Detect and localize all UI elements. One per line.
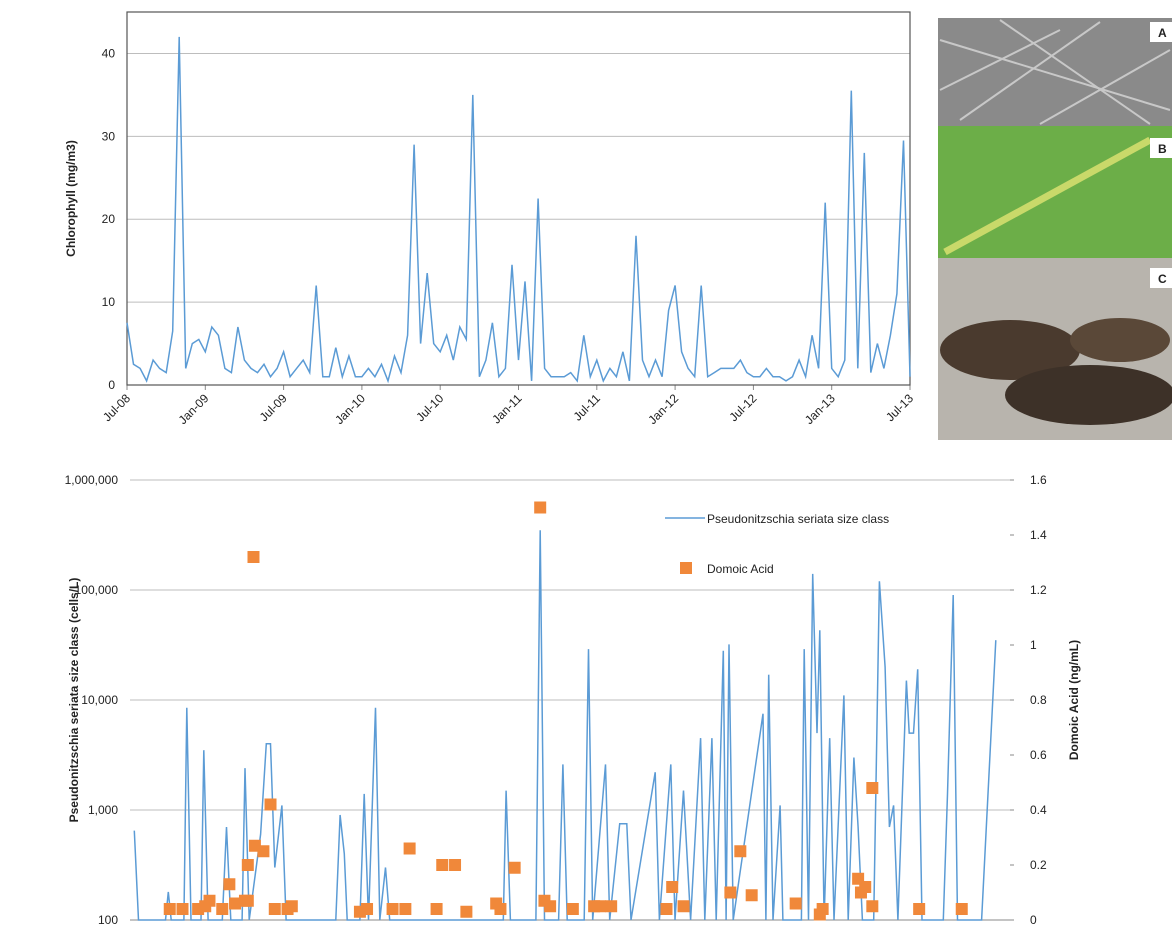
scatter-point bbox=[242, 895, 254, 907]
photo-label: A bbox=[1158, 26, 1167, 40]
scatter-point bbox=[661, 903, 673, 915]
scatter-point bbox=[404, 843, 416, 855]
scatter-point bbox=[242, 859, 254, 871]
scatter-point bbox=[790, 898, 802, 910]
scatter-point bbox=[678, 900, 690, 912]
photo-panel: A B C bbox=[938, 18, 1172, 440]
x-tick-label: Jan-10 bbox=[332, 391, 368, 427]
scatter-point bbox=[247, 551, 259, 563]
legend-label: Pseudonitzschia seriata size class bbox=[707, 512, 889, 526]
scatter-point bbox=[544, 900, 556, 912]
scatter-point bbox=[494, 903, 506, 915]
scatter-point bbox=[666, 881, 678, 893]
y2-tick-label: 0.2 bbox=[1030, 858, 1047, 872]
y-axis-title: Chlorophyll (mg/m3) bbox=[64, 140, 78, 257]
scatter-point bbox=[449, 859, 461, 871]
y-tick-label: 1,000 bbox=[88, 803, 118, 817]
y-tick-label: 0 bbox=[108, 378, 115, 392]
scatter-point bbox=[866, 900, 878, 912]
scatter-point bbox=[361, 903, 373, 915]
y2-tick-label: 1.6 bbox=[1030, 473, 1047, 487]
legend-label: Domoic Acid bbox=[707, 562, 774, 576]
sea-lion bbox=[1070, 318, 1170, 362]
x-tick-label: Jul-13 bbox=[883, 391, 916, 424]
x-tick-label: Jul-10 bbox=[413, 391, 446, 424]
scatter-point bbox=[257, 845, 269, 857]
scatter-point bbox=[265, 799, 277, 811]
scatter-point bbox=[509, 862, 521, 874]
scatter-point bbox=[913, 903, 925, 915]
x-tick-label: Jul-12 bbox=[727, 391, 760, 424]
scatter-point bbox=[956, 903, 968, 915]
x-tick-label: Jan-12 bbox=[645, 391, 681, 427]
y-tick-label: 30 bbox=[102, 129, 116, 143]
y-tick-label: 40 bbox=[102, 46, 116, 60]
scatter-point bbox=[216, 903, 228, 915]
x-tick-label: Jul-11 bbox=[571, 391, 604, 424]
x-tick-label: Jan-09 bbox=[176, 391, 212, 427]
scatter-point bbox=[859, 881, 871, 893]
scatter-point bbox=[866, 782, 878, 794]
scatter-point bbox=[177, 903, 189, 915]
scatter-point bbox=[387, 903, 399, 915]
legend-swatch bbox=[680, 562, 692, 574]
data-line bbox=[127, 37, 910, 381]
scatter-point bbox=[734, 845, 746, 857]
scatter-point bbox=[605, 900, 617, 912]
scatter-point bbox=[203, 895, 215, 907]
plot-frame bbox=[127, 12, 910, 385]
scatter-point bbox=[223, 878, 235, 890]
y2-tick-label: 0.4 bbox=[1030, 803, 1047, 817]
photo-label: B bbox=[1158, 142, 1167, 156]
sea-lion bbox=[1005, 365, 1172, 425]
y2-tick-label: 0.8 bbox=[1030, 693, 1047, 707]
scatter-point bbox=[436, 859, 448, 871]
scatter-point bbox=[594, 900, 606, 912]
y2-axis-title: Domoic Acid (ng/mL) bbox=[1067, 640, 1081, 760]
y2-tick-label: 1.4 bbox=[1030, 528, 1047, 542]
scatter-point bbox=[534, 502, 546, 514]
x-tick-label: Jan-11 bbox=[489, 391, 524, 426]
y2-tick-label: 0 bbox=[1030, 913, 1037, 927]
scatter-point bbox=[399, 903, 411, 915]
y-tick-label: 1,000,000 bbox=[65, 473, 119, 487]
x-tick-label: Jul-09 bbox=[257, 391, 290, 424]
scatter-point bbox=[286, 900, 298, 912]
scatter-point bbox=[746, 889, 758, 901]
y2-tick-label: 0.6 bbox=[1030, 748, 1047, 762]
y2-tick-label: 1.2 bbox=[1030, 583, 1047, 597]
y2-tick-label: 1 bbox=[1030, 638, 1037, 652]
scatter-point bbox=[460, 906, 472, 918]
y-axis-title: Pseudonitzschia seriata size class (cell… bbox=[67, 578, 81, 823]
data-line bbox=[134, 530, 996, 920]
y-tick-label: 20 bbox=[102, 212, 116, 226]
y-tick-label: 10,000 bbox=[81, 693, 118, 707]
scatter-point bbox=[724, 887, 736, 899]
scatter-point bbox=[817, 903, 829, 915]
y-tick-label: 100,000 bbox=[75, 583, 119, 597]
photo-label: C bbox=[1158, 272, 1167, 286]
scatter-point bbox=[164, 903, 176, 915]
scatter-point bbox=[431, 903, 443, 915]
y-tick-label: 100 bbox=[98, 913, 118, 927]
scatter-point bbox=[269, 903, 281, 915]
figure: A B C 010203040Jul-08Jan-09Jul-09Jan-10J… bbox=[0, 0, 1172, 948]
x-tick-label: Jul-08 bbox=[100, 391, 133, 424]
y-tick-label: 10 bbox=[102, 295, 116, 309]
x-tick-label: Jan-13 bbox=[802, 391, 838, 427]
scatter-point bbox=[567, 903, 579, 915]
